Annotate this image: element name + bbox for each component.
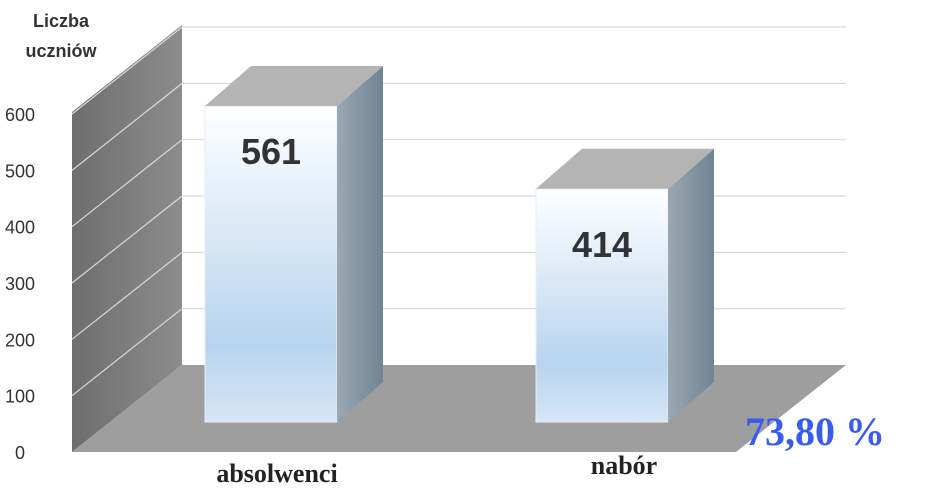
bar-side	[337, 65, 383, 422]
gridline-wall	[71, 195, 183, 284]
left-wall	[72, 25, 182, 453]
y-tick-label: 500	[5, 161, 35, 181]
bar-side	[668, 148, 714, 422]
gridline-wall	[71, 139, 183, 228]
y-tick-label: 300	[5, 274, 35, 294]
y-tick-label: 0	[15, 443, 25, 463]
x-category-label: nabór	[591, 451, 657, 480]
y-tick-label: 600	[5, 105, 35, 125]
bar-top	[205, 65, 383, 106]
gridline-wall	[71, 308, 183, 397]
data-label: 414	[572, 224, 632, 265]
gridline-wall	[71, 26, 183, 115]
gridline-wall	[71, 82, 183, 171]
floor	[72, 365, 846, 452]
y-tick-label: 400	[5, 218, 35, 238]
y-axis-title: Liczba uczniów	[25, 11, 97, 61]
y-tick-label: 100	[5, 387, 35, 407]
data-label: 561	[241, 131, 301, 172]
ratio-annotation: 73,80 %	[745, 409, 885, 454]
bar-top	[536, 148, 714, 189]
bar-front	[535, 188, 669, 423]
gridline-wall	[71, 251, 183, 340]
y-tick-label: 200	[5, 330, 35, 350]
x-category-label: absolwenci	[216, 459, 337, 488]
bar-front	[204, 105, 338, 423]
